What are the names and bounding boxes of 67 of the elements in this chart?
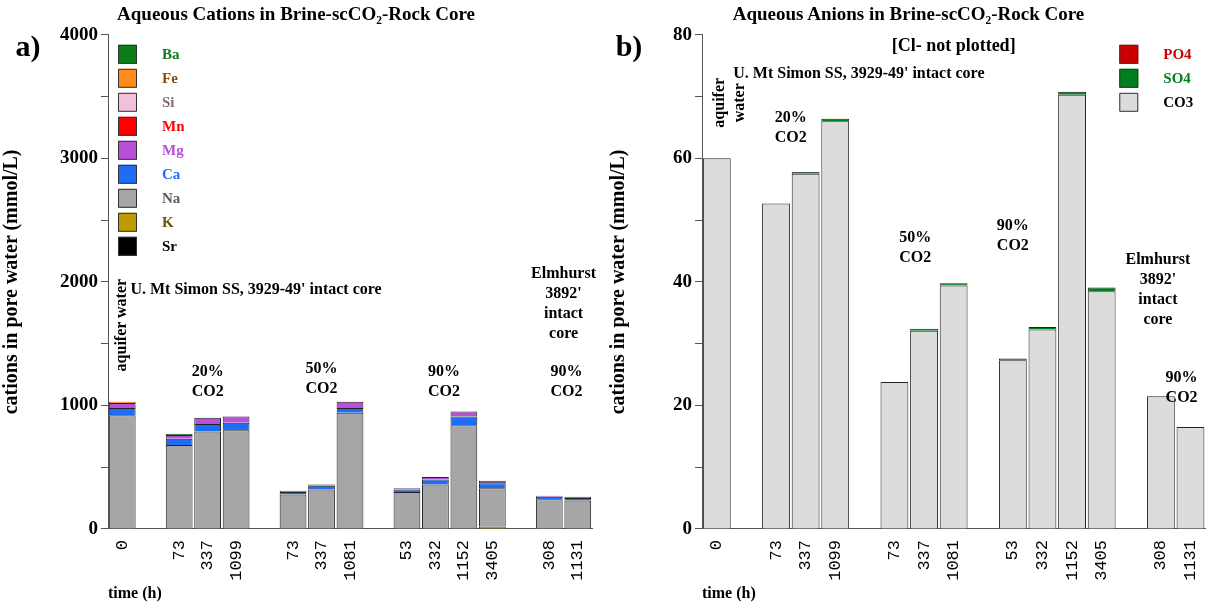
- x-tick-label: 337: [914, 539, 934, 571]
- x-tick-label: 53: [397, 539, 417, 561]
- annotation: Elmhurst 3892' intact core: [1125, 250, 1192, 328]
- x-tick-label: 73: [169, 539, 189, 561]
- x-tick-label: 73: [884, 539, 904, 561]
- x-tick-label: 337: [796, 539, 816, 571]
- annotation: 90% CO2: [427, 362, 460, 400]
- x-tick-label: 1131: [1180, 539, 1200, 581]
- y-axis-title: cations in pore water (mmol/L): [606, 149, 630, 415]
- y-tick-label: 1000: [60, 393, 98, 415]
- annotation: 90% CO2: [1165, 368, 1198, 406]
- y-tick-label: 80: [673, 22, 692, 44]
- x-tick-label: 73: [283, 539, 303, 561]
- y-tick-label: 4000: [60, 22, 98, 44]
- text: a): [15, 28, 41, 63]
- legend-label: Ca: [162, 165, 181, 182]
- legend-label: CO3: [1163, 93, 1194, 110]
- legend-label: Na: [162, 189, 181, 206]
- x-tick-label: 337: [312, 539, 332, 571]
- annotation: 50% CO2: [899, 228, 932, 266]
- legend-label: Mn: [162, 117, 186, 134]
- x-tick-label: 3405: [482, 539, 502, 581]
- x-tick-label: 0: [112, 539, 132, 551]
- chart-subtitle: [Cl- not plotted]: [891, 35, 1016, 56]
- x-tick-label: 308: [1151, 539, 1171, 571]
- x-tick-label: 1131: [568, 539, 588, 581]
- legend-label: K: [162, 213, 174, 230]
- annotation: aquifer water: [112, 278, 131, 372]
- text: b): [615, 28, 643, 63]
- x-tick-label: 1152: [454, 539, 474, 581]
- y-tick-label: 60: [673, 146, 692, 168]
- annotation: 20% CO2: [774, 107, 807, 145]
- chart-title: Aqueous Cations in Brine-scCO₂-Rock Core: [117, 3, 475, 25]
- x-tick-label: 337: [198, 539, 218, 571]
- legend-label: Mg: [162, 141, 185, 158]
- legend-label: Si: [162, 93, 175, 110]
- annotation: Elmhurst 3892' intact core: [531, 264, 597, 342]
- y-tick-label: 20: [673, 393, 692, 415]
- y-tick-label: 2000: [60, 269, 98, 291]
- x-tick-label: 3405: [1092, 539, 1112, 581]
- x-tick-label: 1099: [825, 539, 845, 581]
- y-tick-label: 3000: [60, 146, 98, 168]
- annotation: 90% CO2: [550, 362, 583, 400]
- annotation: U. Mt Simon SS, 3929-49' intact core: [130, 280, 382, 298]
- annotation: 50% CO2: [305, 359, 338, 397]
- y-axis-title: cations in pore water (mmol/L): [0, 149, 23, 415]
- x-tick-label: 332: [1032, 539, 1052, 571]
- x-tick-label: 73: [766, 539, 786, 561]
- x-axis-title: time (h): [108, 583, 162, 602]
- x-tick-label: 53: [1003, 539, 1023, 561]
- x-tick-label: 1099: [226, 539, 246, 581]
- annotation: 90% CO2: [996, 215, 1029, 253]
- chart-title: Aqueous Anions in Brine-scCO₂-Rock Core: [732, 3, 1085, 25]
- x-tick-label: 1152: [1062, 539, 1082, 581]
- legend-label: PO4: [1163, 45, 1193, 62]
- legend-label: Ba: [162, 45, 180, 62]
- legend-label: Sr: [162, 237, 178, 254]
- x-tick-label: 0: [707, 539, 727, 551]
- y-tick-label: 40: [673, 269, 692, 291]
- x-tick-label: 308: [539, 539, 559, 571]
- x-tick-label: 1081: [340, 539, 360, 581]
- x-tick-label: 1081: [944, 539, 964, 581]
- legend-label: Fe: [162, 69, 179, 86]
- x-axis-title: time (h): [702, 583, 756, 602]
- annotation: 20% CO2: [191, 362, 224, 400]
- x-tick-label: 332: [425, 539, 445, 571]
- legend-label: SO4: [1163, 69, 1192, 86]
